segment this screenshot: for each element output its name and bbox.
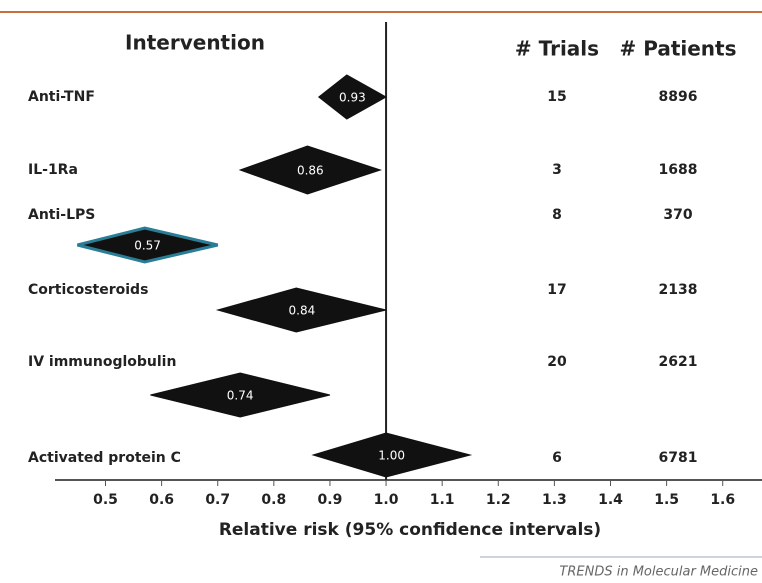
patients: 370	[663, 207, 692, 223]
row-label: IL-1Ra	[28, 162, 78, 178]
row-label: IV immunoglobulin	[28, 354, 176, 370]
row-label: Corticosteroids	[28, 282, 148, 298]
x-tick-label: 1.5	[654, 492, 679, 508]
x-tick-label: 1.2	[486, 492, 511, 508]
x-tick-label: 1.1	[430, 492, 455, 508]
patients: 2621	[659, 354, 698, 370]
x-tick-label: 1.3	[542, 492, 567, 508]
x-tick-label: 0.9	[318, 492, 343, 508]
x-tick-label: 0.7	[205, 492, 230, 508]
row-label: Activated protein C	[28, 450, 181, 466]
trials: 6	[552, 450, 562, 466]
x-tick-label: 1.4	[598, 492, 623, 508]
x-tick-label: 0.6	[149, 492, 174, 508]
value-label: 0.93	[339, 91, 366, 105]
x-tick-label: 1.6	[710, 492, 735, 508]
diamond	[150, 372, 331, 418]
trials: 3	[552, 162, 562, 178]
trials: 15	[547, 89, 566, 105]
row-label: Anti-LPS	[28, 207, 95, 223]
column-header: # Patients	[619, 37, 736, 61]
value-label: 0.84	[289, 304, 316, 318]
value-label: 0.57	[134, 239, 161, 253]
x-tick-label: 0.5	[93, 492, 118, 508]
column-header: Intervention	[125, 31, 265, 55]
column-header: # Trials	[515, 37, 599, 61]
diamond	[311, 432, 473, 478]
trials: 17	[547, 282, 566, 298]
x-axis-title: Relative risk (95% confidence intervals)	[219, 520, 601, 540]
diamond	[215, 287, 387, 333]
patients: 6781	[659, 450, 698, 466]
patients: 8896	[659, 89, 698, 105]
x-tick-label: 1.0	[374, 492, 399, 508]
patients: 2138	[659, 282, 698, 298]
value-label: 1.00	[378, 449, 405, 463]
value-label: 0.86	[297, 164, 324, 178]
trials: 8	[552, 207, 562, 223]
trials: 20	[547, 354, 567, 370]
diamond	[238, 145, 383, 195]
row-label: Anti-TNF	[28, 89, 95, 105]
value-label: 0.74	[227, 389, 254, 403]
diamond	[77, 226, 219, 264]
source: TRENDS in Molecular Medicine	[559, 565, 758, 580]
diamond	[317, 74, 388, 120]
x-tick-label: 0.8	[261, 492, 286, 508]
patients: 1688	[659, 162, 698, 178]
